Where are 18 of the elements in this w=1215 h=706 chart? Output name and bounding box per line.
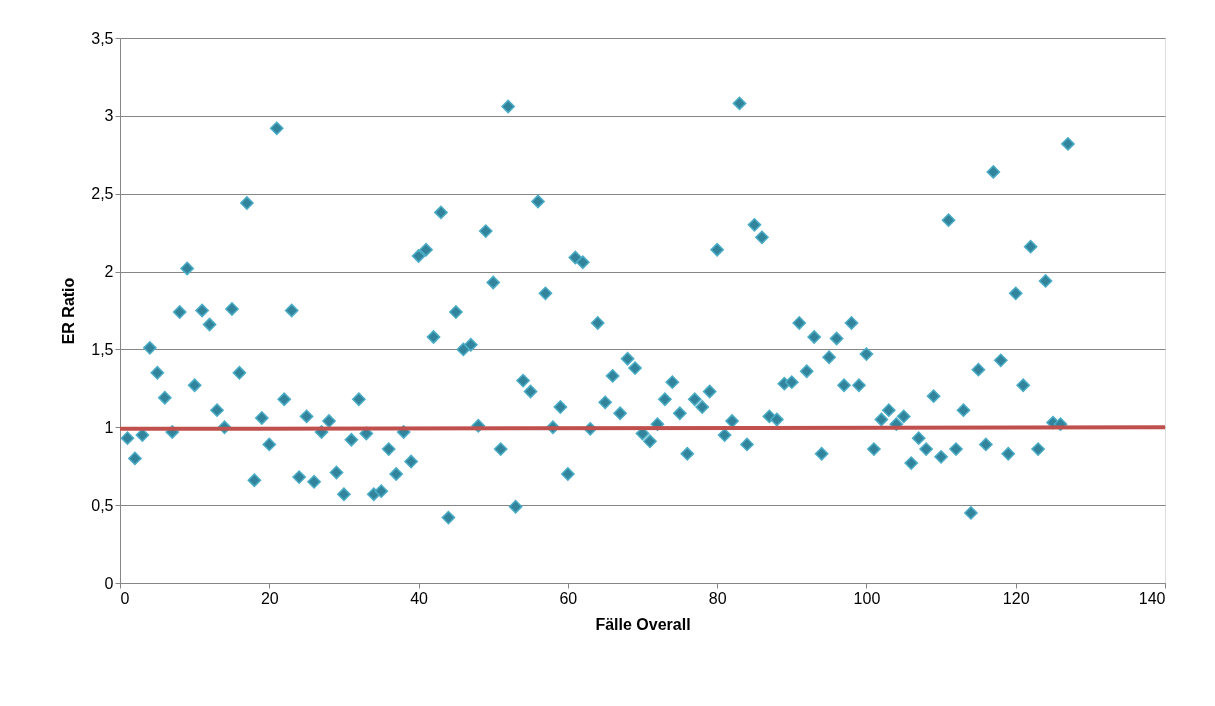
x-tick-label: 140 [1138,589,1166,607]
x-tick-label: 40 [410,589,429,607]
x-tick-label: 80 [708,589,727,607]
y-tick-label: 0 [104,574,114,592]
y-tick-label: 1,5 [91,340,114,358]
x-tick-label: 0 [120,589,130,607]
x-tick-label: 60 [559,589,578,607]
y-tick-label: 3 [104,107,114,125]
y-tick-label: 2 [104,263,114,281]
x-tick-label: 20 [260,589,279,607]
x-axis-title: Fälle Overall [595,615,691,633]
y-tick-label: 0,5 [91,496,114,514]
y-axis-title: ER Ratio [60,277,78,345]
y-tick-label: 3,5 [91,29,114,47]
x-tick-label: 120 [1002,589,1030,607]
y-tick-label: 2,5 [91,185,114,203]
y-tick-label: 1 [104,418,114,436]
x-tick-label: 100 [853,589,881,607]
